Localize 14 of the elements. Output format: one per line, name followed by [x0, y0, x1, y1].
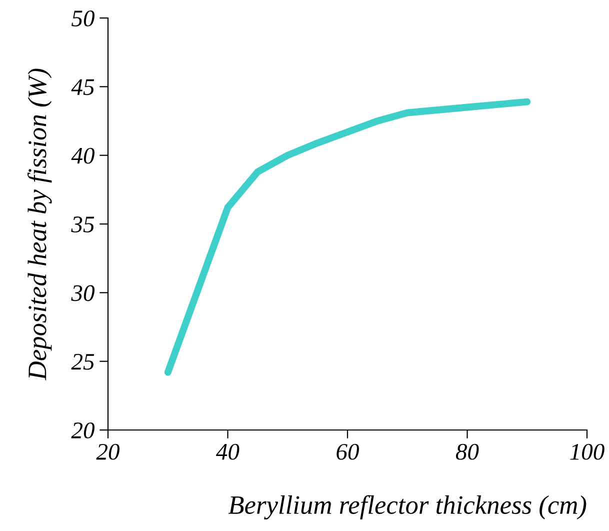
- y-tick-label: 45: [71, 79, 94, 96]
- y-axis-title: Deposited heat by fission (W): [27, 68, 52, 380]
- y-tick-label: 30: [71, 285, 95, 302]
- y-tick-label: 20: [71, 422, 95, 438]
- x-tick-label: 100: [570, 444, 604, 460]
- x-tick-label: 20: [96, 444, 120, 460]
- x-tick-label: 80: [456, 444, 479, 460]
- y-tick-label: 50: [72, 10, 95, 26]
- x-axis-title: Beryllium reflector thickness (cm): [228, 495, 586, 520]
- y-tick-label: 35: [71, 216, 94, 232]
- y-tick-label: 25: [71, 354, 94, 370]
- y-tick-label: 40: [71, 148, 95, 164]
- x-tick-label: 60: [336, 444, 360, 460]
- x-tick-label: 40: [216, 444, 240, 460]
